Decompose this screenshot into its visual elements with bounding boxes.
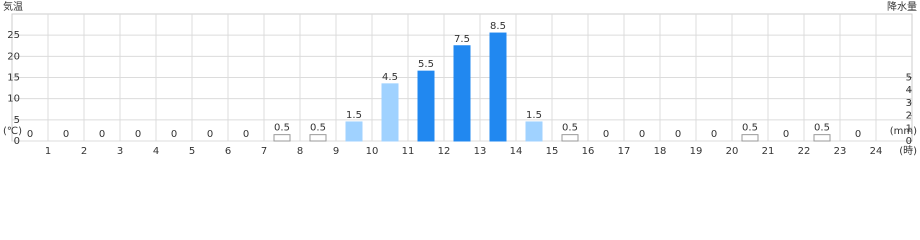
data-label: 0	[639, 129, 645, 140]
bar	[813, 134, 831, 142]
x-tick-label: 4	[153, 146, 159, 157]
y2-tick-label: 0	[906, 136, 912, 147]
data-label: 0.5	[814, 123, 830, 134]
data-label: 0	[243, 129, 249, 140]
data-label: 0	[711, 129, 717, 140]
data-label: 4.5	[382, 72, 398, 83]
data-label: 0	[171, 129, 177, 140]
y-tick-label: 0	[14, 136, 20, 147]
x-tick-label: 5	[189, 146, 195, 157]
x-tick-label: 14	[510, 146, 523, 157]
x-tick-label: 22	[798, 146, 811, 157]
data-label: 0	[99, 129, 105, 140]
data-label: 0.5	[274, 123, 290, 134]
y-tick-label: 15	[7, 73, 20, 84]
x-tick-label: 19	[690, 146, 703, 157]
data-label: 0	[135, 129, 141, 140]
data-label: 0	[855, 129, 861, 140]
y2-axis-unit: (mm)	[890, 126, 917, 137]
data-label: 0	[603, 129, 609, 140]
x-tick-label: 6	[225, 146, 231, 157]
data-label: 0.5	[310, 123, 326, 134]
y-axis-unit: (℃)	[3, 126, 22, 137]
y-tick-label: 5	[14, 115, 20, 126]
data-label: 0.5	[742, 123, 758, 134]
bar	[417, 70, 435, 142]
y2-tick-label: 5	[906, 73, 912, 84]
x-tick-label: 1	[45, 146, 51, 157]
x-tick-label: 17	[618, 146, 631, 157]
x-tick-label: 3	[117, 146, 123, 157]
x-tick-label: 18	[654, 146, 667, 157]
bar	[525, 121, 543, 142]
data-label: 0	[783, 129, 789, 140]
y2-tick-label: 1	[906, 123, 912, 134]
data-label: 5.5	[418, 59, 434, 70]
x-axis-unit: (時)	[899, 145, 917, 157]
bar	[309, 134, 327, 142]
y-tick-label: 10	[7, 94, 20, 105]
bar	[453, 45, 471, 142]
bar	[489, 32, 507, 142]
x-tick-label: 8	[297, 146, 303, 157]
bar	[273, 134, 291, 142]
x-tick-label: 23	[834, 146, 847, 157]
x-tick-label: 15	[546, 146, 559, 157]
x-tick-label: 7	[261, 146, 267, 157]
data-label: 1.5	[526, 110, 542, 121]
x-tick-label: 11	[402, 146, 415, 157]
bar	[345, 121, 363, 142]
y-tick-label: 25	[7, 30, 20, 41]
x-tick-label: 12	[438, 146, 451, 157]
data-label: 0	[207, 129, 213, 140]
bar	[741, 134, 759, 142]
bar	[381, 83, 399, 142]
x-tick-label: 21	[762, 146, 775, 157]
y2-tick-label: 3	[906, 98, 912, 109]
x-tick-label: 20	[726, 146, 739, 157]
data-label: 0	[63, 129, 69, 140]
y2-axis-title: 降水量	[887, 0, 917, 13]
data-label: 0.5	[562, 123, 578, 134]
x-tick-label: 2	[81, 146, 87, 157]
x-tick-label: 13	[474, 146, 487, 157]
data-label: 0	[27, 129, 33, 140]
data-label: 0	[675, 129, 681, 140]
data-label: 7.5	[454, 34, 470, 45]
data-label: 1.5	[346, 110, 362, 121]
y-tick-label: 20	[7, 51, 20, 62]
y2-tick-label: 2	[906, 111, 912, 122]
y2-tick-label: 4	[906, 85, 912, 96]
x-tick-label: 10	[366, 146, 379, 157]
x-tick-label: 24	[870, 146, 883, 157]
x-tick-label: 16	[582, 146, 595, 157]
data-label: 8.5	[490, 21, 506, 32]
x-tick-label: 9	[333, 146, 339, 157]
y-axis-title: 気温	[3, 0, 23, 13]
bar	[561, 134, 579, 142]
